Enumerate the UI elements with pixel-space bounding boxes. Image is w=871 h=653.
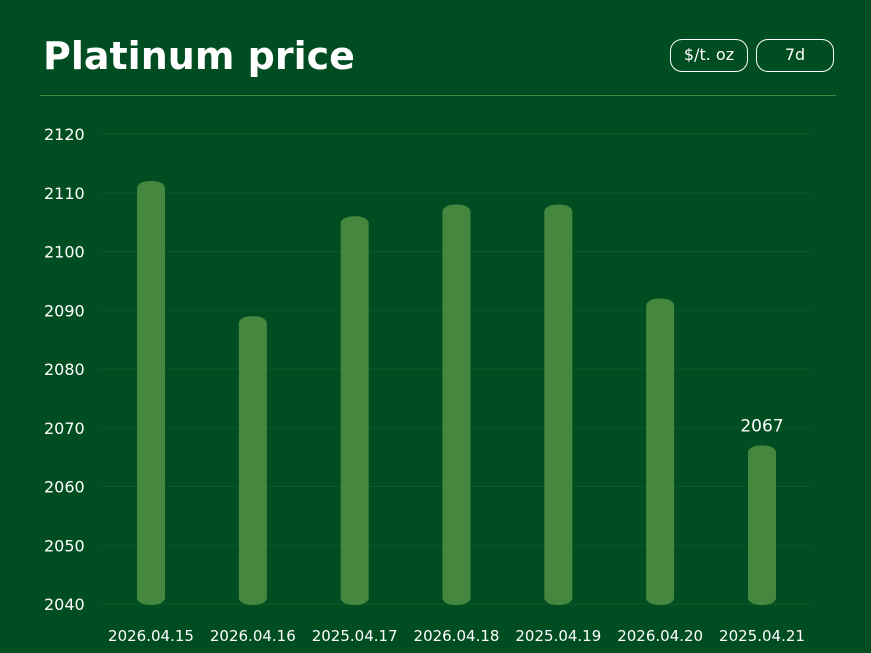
y-tick-label: 2100 [44,243,85,262]
y-tick-label: 2120 [44,125,85,144]
chart-header: Platinum price $/t. oz 7d [0,0,871,96]
y-tick-label: 2060 [44,478,85,497]
x-tick-label: 2025.04.19 [515,627,601,645]
y-tick-label: 2040 [44,595,85,614]
header-divider [40,95,836,96]
bar [748,445,776,605]
y-tick-label: 2080 [44,360,85,379]
y-tick-label: 2050 [44,536,85,555]
y-tick-label: 2110 [44,184,85,203]
y-tick-label: 2070 [44,419,85,438]
bar [238,316,267,605]
bar [340,216,369,605]
bar [646,298,675,605]
page-title: Platinum price [43,34,355,78]
y-tick-label: 2090 [44,301,85,320]
data-label: 2067 [740,416,783,436]
x-tick-label: 2025.04.17 [312,627,398,645]
unit-selector-button[interactable]: $/t. oz [670,39,748,72]
x-tick-label: 2026.04.18 [414,627,500,645]
bar [137,181,165,605]
x-tick-label: 2026.04.15 [108,627,194,645]
x-tick-label: 2026.04.16 [210,627,296,645]
time-range-button[interactable]: 7d [756,39,834,72]
x-tick-label: 2025.04.21 [719,627,805,645]
x-tick-label: 2026.04.20 [617,627,703,645]
bar [544,204,573,605]
bar [442,204,471,605]
